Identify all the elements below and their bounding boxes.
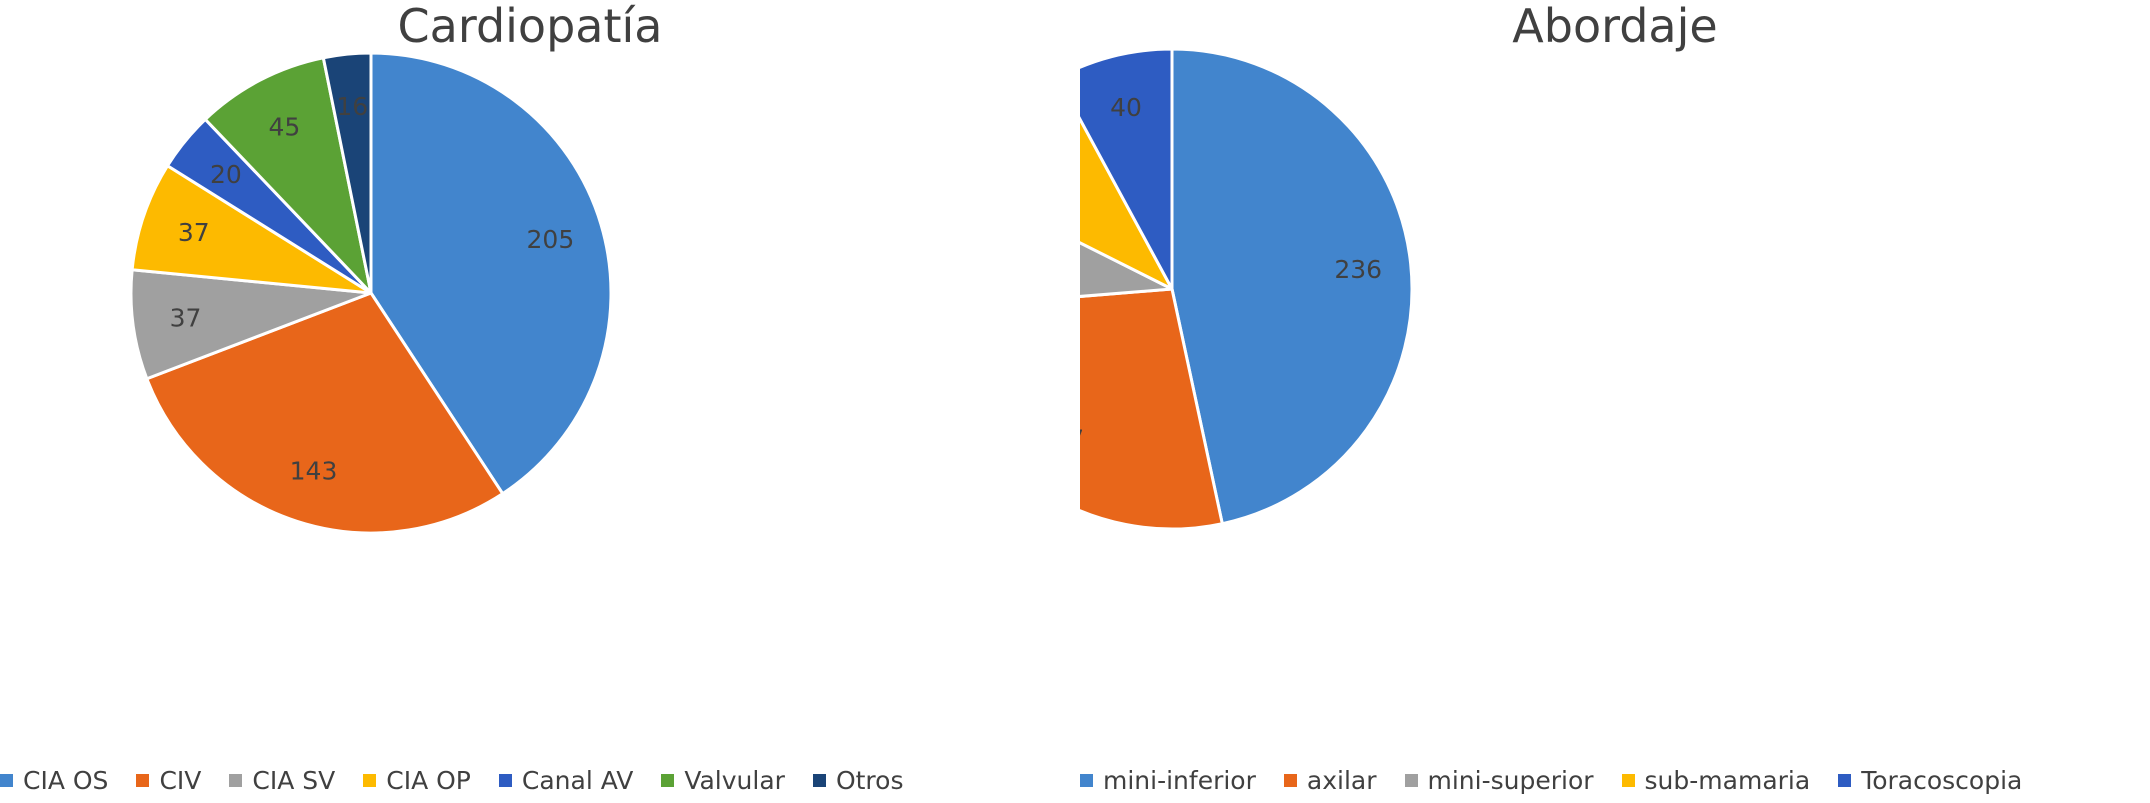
chart-cardiopatia: Cardiopatía 205 143 37 37 20 45 16 CIA OS CIV CI… [0,0,1060,803]
legend-label: CIV [159,765,202,795]
slice-mini-superior [1080,241,1174,298]
legend-label: mini-superior [1427,765,1594,795]
legend-item-axilar: axilar [1283,765,1377,795]
legend-label: CIA OP [386,765,471,795]
legend-item-cia-op: CIA OP [363,766,471,795]
legend-swatch [1621,773,1635,787]
legend-swatch [1080,773,1093,787]
legend-item-canal-av: Canal AV [498,765,634,795]
chart-abordaje: Abordaje 236137444940 mini-inferioraxila… [1080,0,2150,803]
data-label-valvular: 45 [268,113,300,142]
slice-cia-op [130,164,373,295]
legend-swatch [229,773,243,787]
slice-toracoscopia [1080,47,1174,291]
pie-abordaje: 236137444940 [1080,47,1414,531]
legend-item-valvular: Valvular [661,766,785,795]
legend-abordaje: mini-inferior axilar mini-superior sub-mama… [1080,762,2050,798]
legend-item-cia-os: CIA OS [0,766,108,795]
legend-label: CIA SV [252,765,336,795]
legend-swatch [1404,773,1418,787]
data-label-cia-sv: 37 [170,304,202,333]
legend-swatch [498,773,512,787]
data-label-toracoscopia: 40 [1110,93,1142,122]
legend-item-mini-inferior: mini-inferior [1080,766,1256,795]
legend-item-civ: CIV [136,766,201,795]
legend-label: Toracoscopia [1861,765,2023,795]
legend-cardiopatia: CIA OS CIV CIA SV CIA OP Canal AV Valvular Otr… [0,762,931,798]
legend-item-toracoscopia: Toracoscopia [1838,766,2022,795]
legend-label: sub-mamaria [1644,765,1811,795]
legend-label: mini-inferior [1103,765,1256,795]
slice-otros [321,51,373,295]
data-label-mini-inferior: 236 [1334,255,1382,284]
data-label-civ: 143 [290,457,338,486]
legend-item-otros: Otros [812,765,904,795]
data-label-axilar: 137 [1080,425,1084,454]
legend-item-cia-sv: CIA SV [229,766,335,795]
legend-label: Valvular [684,765,785,795]
legend-swatch [136,773,150,787]
legend-label: Canal AV [521,765,634,795]
legend-swatch [1838,773,1852,787]
chart-title: Cardiopatía [397,0,663,53]
legend-swatch [661,773,675,787]
slice-cia-sv [129,268,373,381]
slice-mini-inferior [1170,47,1414,526]
legend-label: Otros [835,765,904,795]
data-label-otros: 16 [336,92,368,121]
data-label-canal-av: 20 [210,160,242,189]
chart-title: Abordaje [1512,0,1718,53]
legend-item-mini-superior: mini-superior [1404,765,1594,795]
legend-swatch [363,773,377,787]
data-label-cia-os: 205 [527,225,575,254]
legend-swatch [812,773,826,787]
slice-valvular [203,56,373,295]
legend-item-sub-mamaria: sub-mamaria [1621,765,1811,795]
data-label-cia-op: 37 [178,218,210,247]
legend-swatch [0,773,13,787]
legend-swatch [1283,773,1297,787]
slice-axilar [1080,287,1224,531]
legend-label: CIA OS [23,765,109,795]
legend-label: axilar [1306,765,1377,795]
slice-civ [145,291,505,535]
